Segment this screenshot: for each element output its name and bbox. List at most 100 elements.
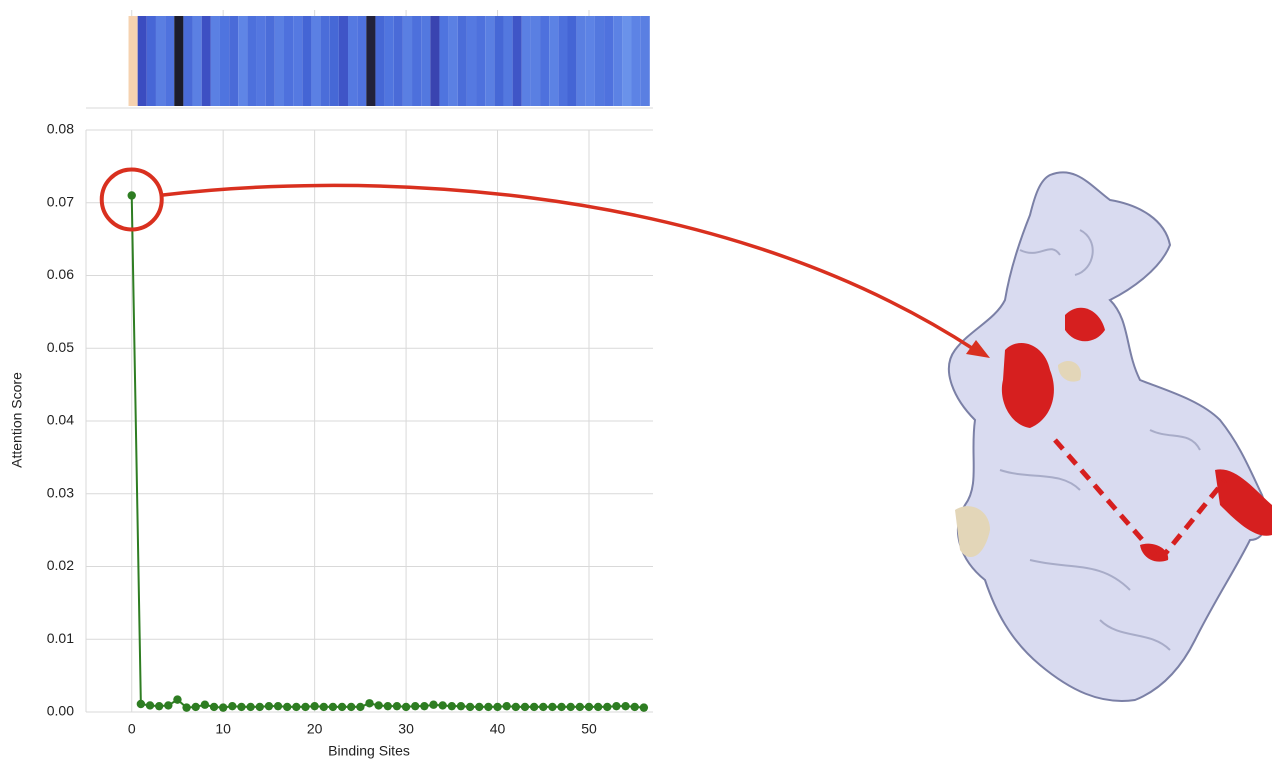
- data-point: [585, 703, 593, 711]
- heatmap-cell: [220, 16, 229, 106]
- heatmap-cell: [357, 16, 366, 106]
- heatmap-cell: [549, 16, 558, 106]
- heatmap-cell: [439, 16, 448, 106]
- heatmap-cell: [586, 16, 595, 106]
- heatmap-cell: [622, 16, 631, 106]
- heatmap-cell: [458, 16, 467, 106]
- data-point: [237, 703, 245, 711]
- heatmap-cell: [385, 16, 394, 106]
- data-point: [576, 703, 584, 711]
- x-tick-label: 30: [398, 721, 414, 737]
- heatmap-cell: [476, 16, 485, 106]
- x-tick-label: 50: [581, 721, 597, 737]
- heatmap-cell: [138, 16, 147, 106]
- data-point: [539, 703, 547, 711]
- x-tick-label: 0: [128, 721, 136, 737]
- heatmap-cell: [412, 16, 421, 106]
- heatmap-cell: [567, 16, 576, 106]
- data-point: [356, 703, 364, 711]
- data-point: [420, 702, 428, 710]
- data-point: [429, 701, 437, 709]
- y-tick-label: 0.07: [47, 193, 74, 209]
- data-point: [521, 703, 529, 711]
- data-point: [164, 701, 172, 709]
- data-point: [612, 702, 620, 710]
- heatmap-cell: [174, 16, 183, 106]
- data-point: [457, 702, 465, 710]
- heatmap-cell: [202, 16, 211, 106]
- heatmap-cell: [522, 16, 531, 106]
- y-tick-label: 0.02: [47, 557, 74, 573]
- data-point: [384, 702, 392, 710]
- data-point: [438, 701, 446, 709]
- data-point: [548, 703, 556, 711]
- data-point: [365, 699, 373, 707]
- y-tick-label: 0.08: [47, 121, 74, 137]
- data-point: [210, 703, 218, 711]
- heatmap-cell: [275, 16, 284, 106]
- heatmap-cell: [366, 16, 375, 106]
- data-point: [228, 702, 236, 710]
- heatmap-cell: [632, 16, 641, 106]
- data-point: [128, 191, 136, 199]
- data-point: [219, 703, 227, 711]
- heatmap-cell: [503, 16, 512, 106]
- x-tick-label: 20: [307, 721, 323, 737]
- heatmap-cell: [513, 16, 522, 106]
- data-point: [493, 703, 501, 711]
- data-point: [411, 702, 419, 710]
- data-point: [475, 703, 483, 711]
- annotation-arrow: [163, 185, 975, 350]
- heatmap-cell: [129, 16, 138, 106]
- heatmap-cell: [494, 16, 503, 106]
- data-point: [329, 703, 337, 711]
- heatmap-cell: [430, 16, 439, 106]
- heatmap-cell: [641, 16, 650, 106]
- heatmap-cell: [193, 16, 202, 106]
- heatmap-cell: [183, 16, 192, 106]
- x-axis-label: Binding Sites: [328, 743, 410, 759]
- figure: Attention Score Binding Sites 0.00 0.01 0.…: [0, 0, 1274, 762]
- y-tick-label: 0.06: [47, 266, 74, 282]
- heatmap-cell: [531, 16, 540, 106]
- data-point: [146, 701, 154, 709]
- data-point: [557, 703, 565, 711]
- data-point: [374, 701, 382, 709]
- data-point: [301, 703, 309, 711]
- heatmap-cell: [485, 16, 494, 106]
- heatmap-cell: [321, 16, 330, 106]
- data-point: [484, 703, 492, 711]
- data-point: [246, 703, 254, 711]
- data-point: [466, 703, 474, 711]
- heatmap-cell: [211, 16, 220, 106]
- heatmap-cell: [403, 16, 412, 106]
- data-point: [320, 703, 328, 711]
- data-point: [137, 700, 145, 708]
- data-point: [155, 702, 163, 710]
- heatmap-cell: [293, 16, 302, 106]
- heatmap-cell: [238, 16, 247, 106]
- y-tick-label: 0.03: [47, 484, 74, 500]
- data-point: [338, 703, 346, 711]
- heatmap-cell: [394, 16, 403, 106]
- y-tick-label: 0.00: [47, 703, 74, 719]
- heatmap-cell: [348, 16, 357, 106]
- y-tick-label: 0.01: [47, 630, 74, 646]
- y-axis-label: Attention Score: [9, 372, 25, 468]
- data-point: [502, 702, 510, 710]
- series-line: [132, 195, 644, 707]
- data-point: [640, 703, 648, 711]
- heatmap-cell: [147, 16, 156, 106]
- y-tick-label: 0.04: [47, 412, 74, 428]
- data-point: [192, 703, 200, 711]
- heatmap-cell: [540, 16, 549, 106]
- heatmap-cell: [247, 16, 256, 106]
- heatmap-cell: [229, 16, 238, 106]
- data-point: [402, 703, 410, 711]
- heatmap-cell: [613, 16, 622, 106]
- data-point: [283, 703, 291, 711]
- heatmap-cell: [311, 16, 320, 106]
- data-point: [530, 703, 538, 711]
- protein-structure: [949, 172, 1272, 701]
- data-point: [594, 703, 602, 711]
